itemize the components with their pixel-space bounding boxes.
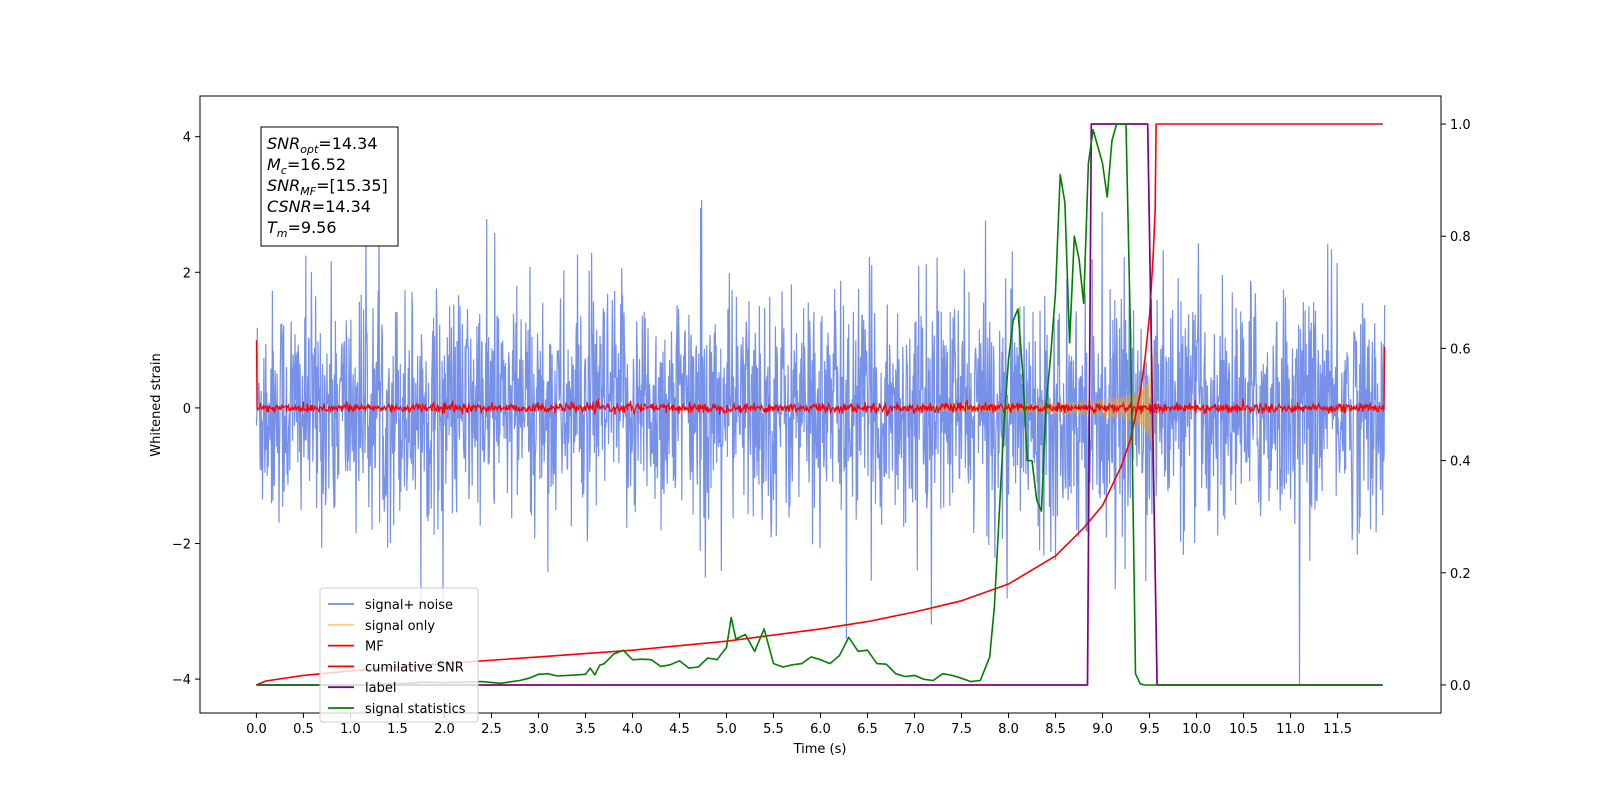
annotation-line: SNRMF=[15.35]	[267, 176, 388, 198]
x-tick-label: 7.5	[951, 722, 972, 737]
x-tick-label: 4.0	[622, 722, 643, 737]
x-axis-label: Time (s)	[793, 742, 847, 757]
x-tick-label: 5.5	[763, 722, 784, 737]
y-right-tick-label: 0.0	[1450, 679, 1471, 694]
series-signal-noise	[255, 188, 1386, 686]
x-tick-label: 5.0	[716, 722, 737, 737]
series-signal-only	[914, 341, 1156, 475]
y-axis-left: −4 −2 0 2 4	[172, 131, 200, 688]
annotation-line: Mc=16.52	[267, 155, 346, 177]
legend-label: label	[365, 681, 396, 696]
y-right-tick-label: 0.4	[1450, 455, 1471, 470]
annotation-line: CSNR=14.34	[267, 197, 371, 216]
y-right-tick-label: 0.2	[1450, 567, 1471, 582]
y-right-tick-label: 1.0	[1450, 118, 1471, 133]
y-right-tick-label: 0.6	[1450, 342, 1471, 357]
y-axis-label: Whitened strain	[149, 353, 164, 456]
annotation-line: SNRopt=14.34	[267, 134, 378, 156]
x-tick-label: 7.0	[904, 722, 925, 737]
series-mf	[255, 340, 1386, 417]
x-tick-label: 4.5	[669, 722, 690, 737]
x-tick-label: 9.0	[1092, 722, 1113, 737]
x-tick-label: 8.5	[1045, 722, 1066, 737]
x-tick-label: 10.0	[1182, 722, 1211, 737]
y-axis-right: 0.0 0.2 0.4 0.6 0.8 1.0	[1441, 118, 1471, 694]
legend-label: signal statistics	[365, 702, 466, 717]
x-tick-label: 1.5	[387, 722, 408, 737]
y-right-tick-label: 0.8	[1450, 230, 1471, 245]
y-left-tick-label: 4	[183, 131, 191, 146]
stats-annotation-box: SNRopt=14.34Mc=16.52SNRMF=[15.35]CSNR=14…	[260, 126, 399, 247]
x-tick-label: 3.5	[575, 722, 596, 737]
x-tick-label: 0.0	[246, 722, 267, 737]
x-tick-label: 3.0	[528, 722, 549, 737]
legend-label: cumilative SNR	[365, 660, 464, 675]
x-tick-label: 1.0	[340, 722, 361, 737]
x-tick-label: 11.0	[1276, 722, 1305, 737]
x-tick-label: 0.5	[293, 722, 314, 737]
x-axis: 0.0 0.5 1.0 1.5 2.0 2.5 3.0 3.5 4.0 4.5 5.0 5.5 6.0 6…	[246, 713, 1352, 737]
x-tick-label: 6.0	[810, 722, 831, 737]
y-left-tick-label: −4	[172, 673, 191, 688]
y-left-tick-label: −2	[172, 537, 191, 552]
legend-label: signal only	[365, 619, 435, 634]
y-left-tick-label: 2	[183, 266, 191, 281]
x-tick-label: 6.5	[857, 722, 878, 737]
annotation-line: Tm=9.56	[267, 218, 337, 240]
annotation-frame	[260, 126, 399, 247]
legend-label: signal+ noise	[365, 598, 453, 613]
x-tick-label: 10.5	[1229, 722, 1258, 737]
x-tick-label: 9.5	[1139, 722, 1160, 737]
legend-frame	[319, 587, 479, 723]
series-signal-statistics	[256, 123, 1383, 686]
legend: signal+ noise signal only MF cumilative SNR…	[319, 587, 479, 723]
legend-label: MF	[365, 640, 384, 655]
x-tick-label: 2.0	[434, 722, 455, 737]
x-tick-label: 8.0	[998, 722, 1019, 737]
x-tick-label: 2.5	[481, 722, 502, 737]
x-tick-label: 11.5	[1323, 722, 1352, 737]
y-left-tick-label: 0	[183, 402, 191, 417]
